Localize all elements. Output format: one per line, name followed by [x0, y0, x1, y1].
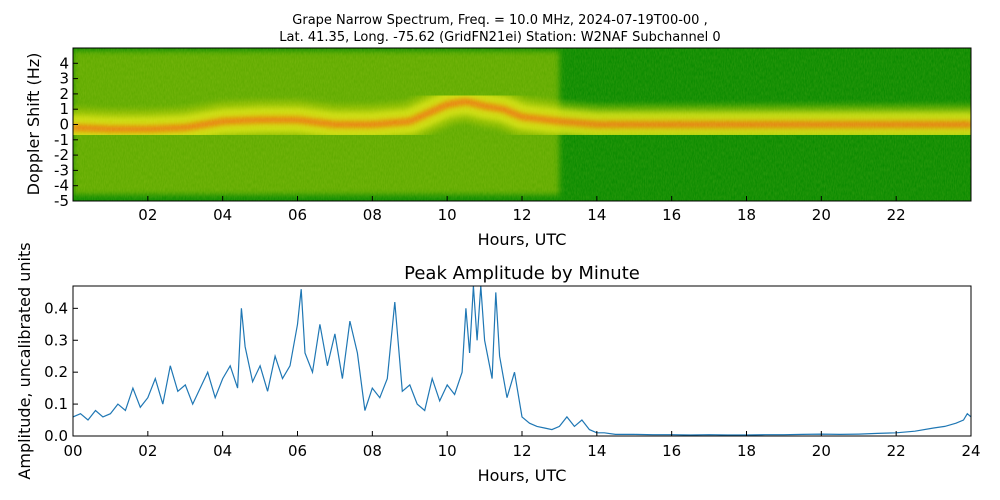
amplitude-y-tick-label: 0.2: [44, 363, 68, 381]
spectrogram-y-tick-label: -2: [54, 146, 69, 164]
amplitude-x-tick-label: 00: [63, 442, 82, 460]
spectrogram-x-tick-label: 10: [438, 206, 457, 224]
amplitude-x-tick-label: 20: [812, 442, 831, 460]
figure-title-line-2: Lat. 41.35, Long. -75.62 (GridFN21ei) St…: [279, 30, 721, 45]
spectrogram-x-tick-label: 08: [363, 206, 382, 224]
amplitude-x-tick-label: 18: [737, 442, 756, 460]
amplitude-x-tick-label: 10: [438, 442, 457, 460]
spectrogram-y-tick-label: -3: [54, 161, 69, 179]
spectrogram-x-tick-label: 12: [512, 206, 531, 224]
figure-title-line-1: Grape Narrow Spectrum, Freq. = 10.0 MHz,…: [292, 13, 708, 28]
spectrogram-x-tick-label: 16: [662, 206, 681, 224]
amplitude-y-tick-label: 0.0: [44, 427, 68, 445]
amplitude-x-tick-label: 14: [587, 442, 606, 460]
spectrogram-x-tick-label: 04: [213, 206, 232, 224]
amplitude-x-tick-label: 12: [512, 442, 531, 460]
amplitude-x-tick-label: 08: [363, 442, 382, 460]
amplitude-series-line: [73, 286, 971, 436]
amplitude-y-axis-label: Amplitude, uncalibrated units: [15, 242, 34, 479]
spectrogram-y-tick-label: -5: [54, 192, 69, 210]
amplitude-x-axis-label: Hours, UTC: [478, 466, 567, 485]
amplitude-x-tick-label: 24: [961, 442, 980, 460]
spectrogram-x-ticks: 02 04 06 08 10 12 14 16 18 20 22: [138, 196, 906, 224]
spectrogram-y-tick-label: 4: [59, 54, 69, 72]
spectrogram-y-tick-label: -4: [54, 177, 69, 195]
amplitude-x-tick-label: 22: [887, 442, 906, 460]
spectrogram-x-tick-label: 02: [138, 206, 157, 224]
spectrogram-x-tick-label: 20: [812, 206, 831, 224]
amplitude-x-ticks: 00 02 04 06 08 10 12 14 16 18 20 22 24: [63, 431, 981, 460]
spectrogram-x-tick-label: 14: [587, 206, 606, 224]
amplitude-x-tick-label: 04: [213, 442, 232, 460]
spectrogram-x-axis-label: Hours, UTC: [478, 230, 567, 249]
spectrogram-y-tick-label: 1: [59, 100, 69, 118]
spectrogram-noise: [73, 48, 971, 201]
amplitude-y-tick-label: 0.1: [44, 395, 68, 413]
spectrogram-y-tick-label: 2: [59, 85, 69, 103]
spectrogram-x-tick-label: 18: [737, 206, 756, 224]
amplitude-panel: Peak Amplitude by Minute 00 02 04 06 08 10 12 1…: [15, 242, 981, 485]
amplitude-y-tick-label: 0.4: [44, 299, 68, 317]
spectrogram-y-tick-label: -1: [54, 131, 69, 149]
spectrogram-y-axis-label: Doppler Shift (Hz): [24, 53, 43, 196]
spectrogram-x-tick-label: 22: [887, 206, 906, 224]
spectrogram-y-tick-label: 0: [59, 116, 69, 134]
spectrogram-x-tick-label: 06: [288, 206, 307, 224]
amplitude-y-ticks: 0.0 0.1 0.2 0.3 0.4: [44, 299, 78, 445]
amplitude-chart-title: Peak Amplitude by Minute: [404, 263, 640, 284]
amplitude-x-tick-label: 06: [288, 442, 307, 460]
amplitude-x-tick-label: 02: [138, 442, 157, 460]
amplitude-x-tick-label: 16: [662, 442, 681, 460]
spectrogram-y-tick-label: 3: [59, 70, 69, 88]
amplitude-y-tick-label: 0.3: [44, 331, 68, 349]
